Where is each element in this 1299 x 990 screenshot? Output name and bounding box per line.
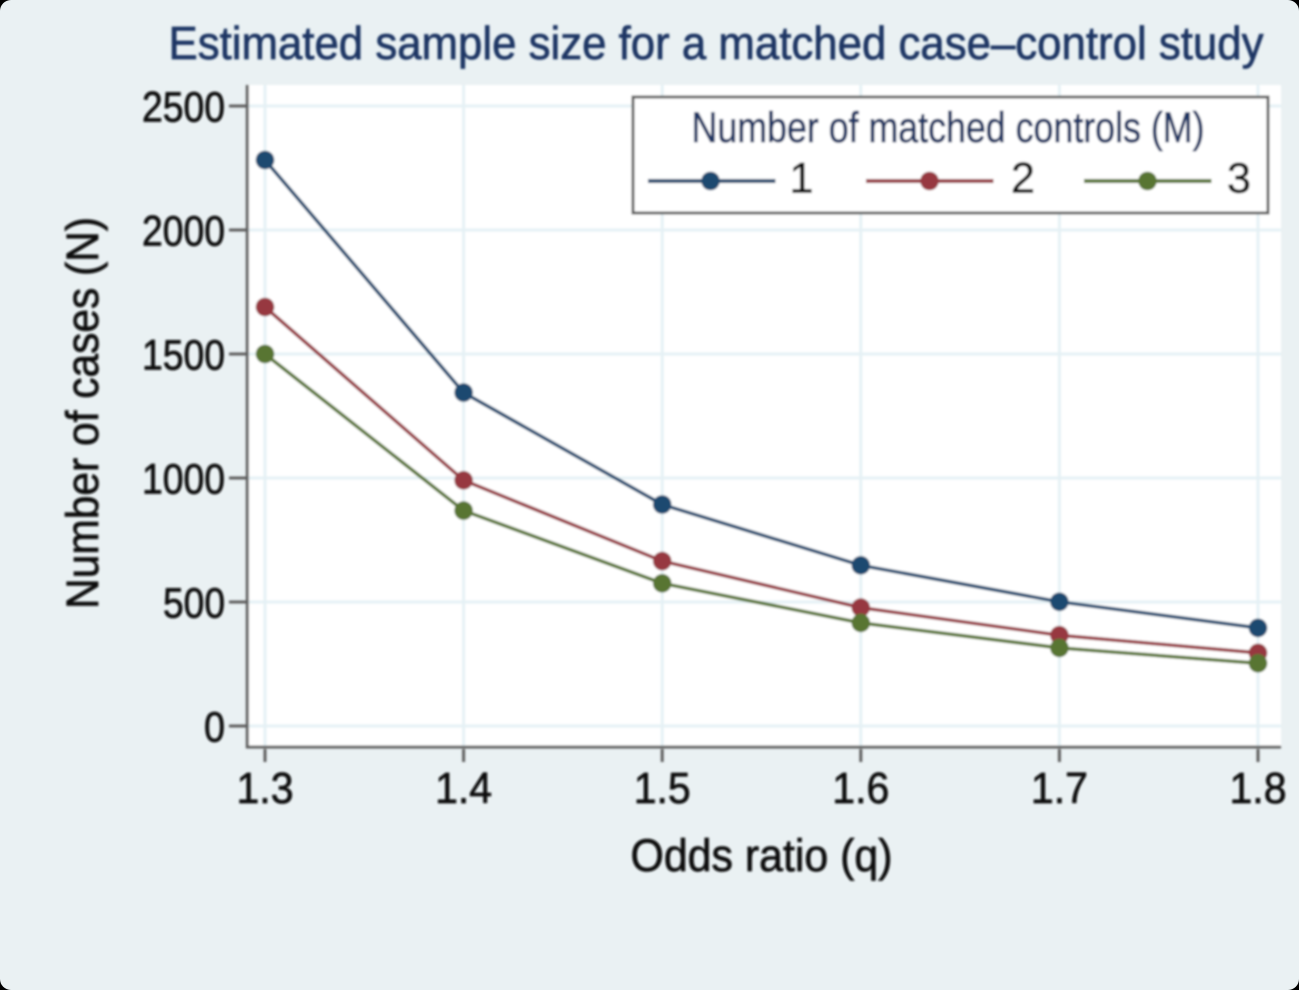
svg-text:1.7: 1.7	[1031, 764, 1088, 813]
svg-text:1500: 1500	[142, 332, 225, 380]
svg-text:1.3: 1.3	[237, 764, 294, 813]
svg-text:Number of cases (N): Number of cases (N)	[57, 217, 108, 609]
svg-text:3: 3	[1227, 155, 1251, 203]
svg-text:Odds ratio (q): Odds ratio (q)	[631, 830, 893, 881]
svg-text:500: 500	[163, 580, 225, 628]
svg-text:1.4: 1.4	[435, 764, 492, 813]
svg-text:1: 1	[790, 155, 814, 203]
svg-text:1.8: 1.8	[1230, 764, 1287, 813]
svg-text:2500: 2500	[142, 84, 225, 132]
svg-text:1.5: 1.5	[634, 764, 691, 813]
svg-text:1.6: 1.6	[832, 764, 889, 813]
svg-text:0: 0	[204, 704, 225, 752]
svg-text:Estimated sample size for a ma: Estimated sample size for a matched case…	[169, 17, 1264, 69]
svg-text:2: 2	[1011, 155, 1035, 203]
svg-text:2000: 2000	[142, 208, 225, 256]
svg-text:Number of matched controls (M): Number of matched controls (M)	[692, 104, 1205, 152]
svg-text:1000: 1000	[142, 456, 225, 504]
